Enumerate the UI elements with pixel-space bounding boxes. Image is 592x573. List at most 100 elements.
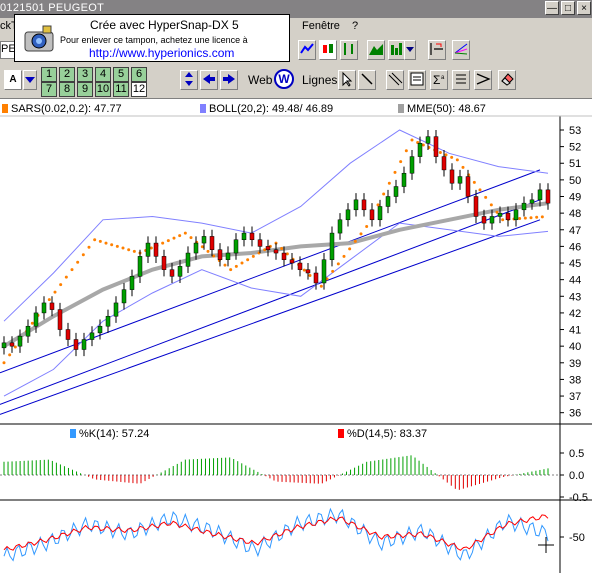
watermark-title: Crée avec HyperSnap-DX 5: [90, 18, 239, 32]
candle-body: [481, 216, 487, 224]
line-chart-button[interactable]: [298, 40, 316, 60]
menu-item-help[interactable]: ?: [352, 20, 359, 32]
parallel-lines-icon: [388, 72, 403, 86]
stoch-tick-label: -50: [569, 532, 585, 544]
period-button-2[interactable]: 2: [59, 67, 75, 82]
period-button-7[interactable]: 7: [41, 82, 57, 97]
sar-dot: [115, 244, 119, 248]
candle-body: [473, 196, 479, 217]
sar-dot: [540, 215, 544, 219]
cursor-tool-button[interactable]: [338, 70, 356, 90]
chart-panel[interactable]: SARS(0.02,0.2): 47.77 BOLL(20,2): 49.48/…: [0, 99, 592, 573]
period-button-4[interactable]: 4: [95, 67, 111, 82]
font-button[interactable]: A: [4, 70, 22, 90]
period-button-8[interactable]: 8: [59, 82, 75, 97]
macd-tick-label: 0.5: [569, 448, 584, 460]
font-dropdown[interactable]: [23, 70, 37, 90]
sar-dot: [501, 218, 505, 222]
cursor-icon: [342, 71, 353, 87]
candle-body: [289, 259, 295, 264]
sar-dot: [450, 155, 454, 159]
minimize-button[interactable]: —: [545, 1, 559, 15]
price-tick-label: 44: [569, 275, 581, 287]
period-button-10[interactable]: 10: [95, 82, 111, 97]
candle-body: [217, 249, 223, 260]
candle-body: [273, 249, 279, 254]
legend-mme-label: MME(50): 48.67: [407, 103, 486, 115]
text-tool-button[interactable]: [408, 70, 426, 90]
sar-dot: [280, 246, 284, 250]
candle-body: [449, 169, 455, 184]
candle-body: [209, 236, 215, 250]
period-button-9[interactable]: 9: [77, 82, 93, 97]
candle-body: [129, 276, 135, 290]
candle-body: [305, 269, 311, 274]
sar-dot: [251, 254, 255, 258]
candle-body: [17, 335, 23, 347]
fibonacci-icon: [430, 43, 443, 55]
eraser-button[interactable]: [498, 70, 516, 90]
sar-dot: [246, 258, 250, 262]
diagonal-line-icon: [361, 73, 373, 85]
menu-item-fenetre[interactable]: Fenêtre: [302, 20, 340, 32]
sar-dot: [472, 180, 476, 184]
candle-body: [33, 312, 39, 327]
sar-dot: [336, 262, 340, 266]
sar-dot: [229, 268, 233, 272]
candle-body: [337, 219, 343, 234]
price-tick-label: 47: [569, 225, 581, 237]
fan-button[interactable]: [452, 40, 470, 60]
period-button-12[interactable]: 12: [131, 82, 147, 97]
period-button-11[interactable]: 11: [113, 82, 129, 97]
candle-body: [81, 339, 87, 350]
candle-body: [489, 216, 495, 224]
web-button[interactable]: W: [274, 69, 294, 89]
watermark-url: http://www.hyperionics.com: [89, 46, 235, 60]
sar-dot: [200, 245, 204, 249]
arrow-tool-button[interactable]: [474, 70, 492, 90]
period-button-5[interactable]: 5: [113, 67, 129, 82]
sar-dot: [342, 254, 346, 258]
scroll-left-button[interactable]: [200, 70, 218, 90]
sar-dot: [478, 188, 482, 192]
svg-text:Σ: Σ: [433, 73, 440, 87]
line-tool-button[interactable]: [358, 70, 376, 90]
window-titlebar: 0121501 PEUGEOT — □ ×: [0, 0, 592, 18]
price-tick-label: 52: [569, 142, 581, 154]
camera-icon: [24, 25, 54, 52]
candle-body: [441, 156, 447, 171]
candle-body: [497, 212, 503, 217]
period-button-1[interactable]: 1: [41, 67, 57, 82]
candle-body: [121, 289, 127, 304]
histogram-icon: [391, 43, 402, 55]
bar-chart-button[interactable]: [340, 40, 358, 60]
sar-dot: [444, 153, 448, 157]
parallel-line-button[interactable]: [386, 70, 404, 90]
properties-button[interactable]: [452, 70, 470, 90]
zoom-vertical-button[interactable]: [180, 70, 198, 90]
chart-type-dropdown[interactable]: [404, 40, 416, 60]
menu-item-partial[interactable]: ckT: [0, 20, 18, 32]
period-button-6[interactable]: 6: [131, 67, 147, 82]
candle-body: [57, 309, 63, 330]
period-button-3[interactable]: 3: [77, 67, 93, 82]
sar-dot: [484, 195, 488, 199]
price-tick-label: 39: [569, 358, 581, 370]
candle-chart-button[interactable]: [319, 40, 337, 60]
sar-dot: [98, 239, 102, 243]
maximize-button[interactable]: □: [561, 1, 575, 15]
sar-dot: [382, 192, 386, 196]
chevron-down-icon: [25, 77, 35, 83]
sar-dot: [523, 216, 527, 220]
fibonacci-button[interactable]: [428, 40, 446, 60]
legend-swatch-boll: [200, 104, 206, 113]
price-chart[interactable]: 53 52 51 50 49 48 47 46 45 44 43 42 41 40 39 38 37 36 0.5 0…: [0, 99, 592, 573]
close-button[interactable]: ×: [577, 1, 591, 15]
candle-body: [185, 252, 191, 267]
mountain-chart-button[interactable]: [367, 40, 385, 60]
candle-body: [9, 342, 15, 347]
sar-dot: [206, 249, 210, 253]
scroll-right-button[interactable]: [220, 70, 238, 90]
